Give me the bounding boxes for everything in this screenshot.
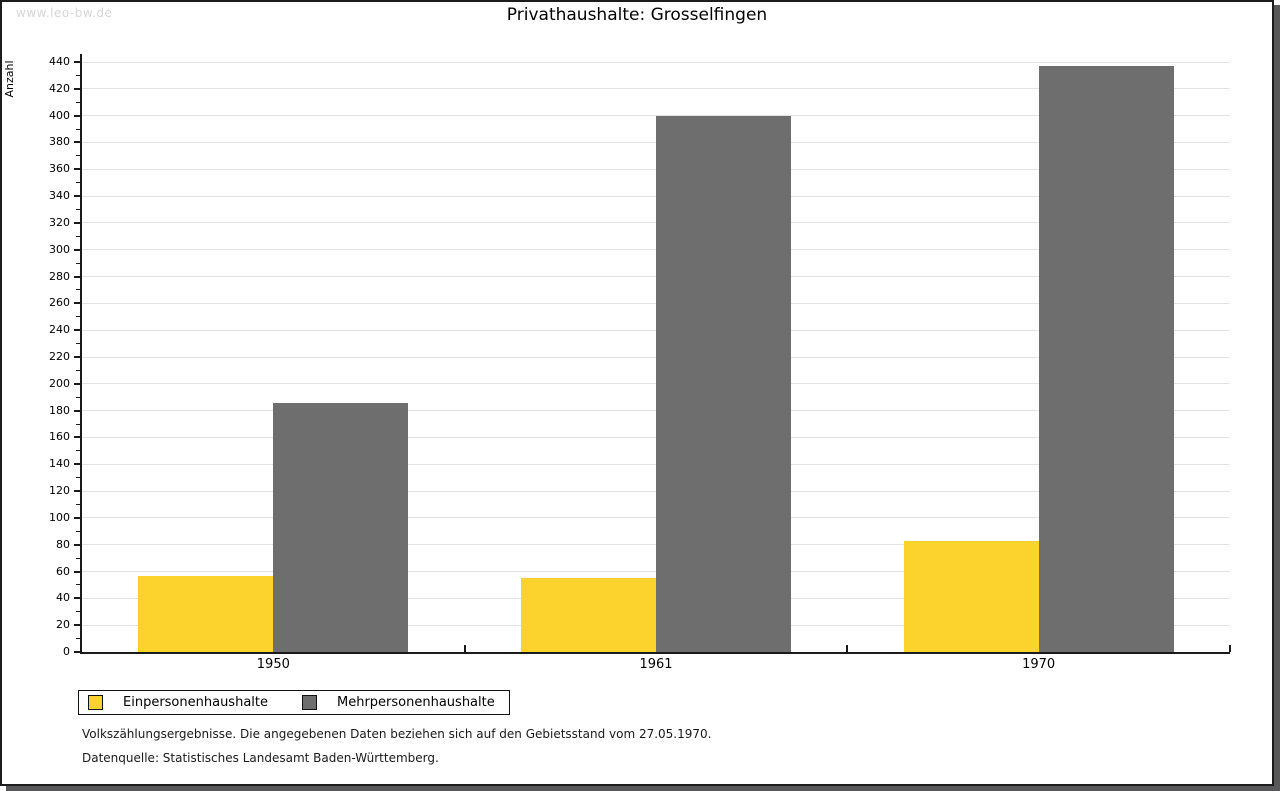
y-axis-tick bbox=[74, 356, 80, 358]
y-axis-tick-label: 420 bbox=[49, 81, 70, 95]
y-axis-tick-label: 360 bbox=[49, 162, 70, 176]
y-axis-tick-label: 380 bbox=[49, 135, 70, 149]
y-axis-tick-label: 180 bbox=[49, 403, 70, 417]
legend-label: Mehrpersonenhaushalte bbox=[337, 695, 495, 710]
x-axis-category-label: 1970 bbox=[1022, 657, 1056, 672]
y-axis-minor-tick bbox=[76, 155, 80, 157]
legend-item-einpersonenhaushalte: Einpersonenhaushalte bbox=[88, 695, 268, 710]
x-axis-tick bbox=[1229, 645, 1231, 652]
y-axis-tick bbox=[74, 543, 80, 546]
y-axis-minor-tick bbox=[76, 74, 80, 76]
y-axis-tick-label: 160 bbox=[49, 430, 70, 444]
gridline bbox=[82, 88, 1230, 90]
y-axis-tick-label: 200 bbox=[49, 376, 70, 390]
y-axis-minor-tick bbox=[76, 369, 80, 371]
y-axis-tick bbox=[74, 195, 80, 198]
y-axis-tick-label: 280 bbox=[49, 269, 70, 283]
legend-swatch-yellow bbox=[88, 695, 103, 710]
y-axis-tick bbox=[74, 141, 80, 144]
source-note: Volkszählungsergebnisse. Die angegebenen… bbox=[82, 727, 712, 741]
y-axis-tick-label: 340 bbox=[49, 189, 70, 203]
x-axis-category-label: 1950 bbox=[256, 657, 290, 672]
watermark: www.leo-bw.de bbox=[16, 6, 113, 20]
y-axis-tick-label: 120 bbox=[49, 484, 70, 498]
y-axis-tick bbox=[74, 114, 80, 117]
legend: Einpersonenhaushalte Mehrpersonenhaushal… bbox=[78, 690, 510, 715]
y-axis-minor-tick bbox=[76, 584, 80, 586]
y-axis-tick bbox=[74, 597, 80, 600]
bar-einpersonenhaushalte-1970 bbox=[903, 540, 1039, 652]
y-axis-tick-label: 100 bbox=[49, 510, 70, 524]
chart-title: Privathaushalte: Grosselfingen bbox=[506, 5, 768, 25]
y-axis-minor-tick bbox=[76, 638, 80, 640]
bar-mehrpersonenhaushalte-1970 bbox=[1038, 66, 1174, 652]
y-axis-line bbox=[80, 54, 82, 654]
y-axis-tick-label: 260 bbox=[49, 296, 70, 310]
y-axis-tick bbox=[74, 651, 80, 653]
y-axis-tick-label: 320 bbox=[49, 215, 70, 229]
y-axis-tick bbox=[74, 329, 80, 332]
y-axis-tick-label: 140 bbox=[49, 457, 70, 471]
y-axis-minor-tick bbox=[76, 477, 80, 479]
y-axis-tick-label: 40 bbox=[56, 591, 70, 605]
y-axis-tick-label: 400 bbox=[49, 108, 70, 122]
y-axis-tick bbox=[74, 436, 80, 439]
legend-label: Einpersonenhaushalte bbox=[123, 695, 268, 710]
y-axis-tick bbox=[74, 570, 80, 573]
y-axis-minor-tick bbox=[76, 182, 80, 184]
y-axis-tick bbox=[74, 275, 80, 278]
gridline bbox=[82, 61, 1230, 63]
y-axis-tick-label: 20 bbox=[56, 618, 70, 632]
y-axis-tick bbox=[74, 87, 80, 90]
x-axis-tick bbox=[846, 645, 849, 652]
legend-swatch-gray bbox=[302, 695, 317, 710]
y-axis-minor-tick bbox=[76, 423, 80, 425]
x-axis-tick bbox=[463, 645, 466, 652]
y-axis-tick-label: 300 bbox=[49, 242, 70, 256]
y-axis-tick-label: 60 bbox=[56, 564, 70, 578]
y-axis-minor-tick bbox=[76, 530, 80, 532]
y-axis-tick-label: 220 bbox=[49, 350, 70, 363]
y-axis-minor-tick bbox=[76, 209, 80, 210]
y-axis-tick bbox=[74, 221, 80, 224]
bar-mehrpersonenhaushalte-1961 bbox=[656, 115, 791, 652]
y-axis-tick bbox=[74, 382, 80, 385]
y-axis-tick-label: 80 bbox=[56, 537, 70, 551]
y-axis-tick bbox=[74, 248, 80, 251]
y-axis-minor-tick bbox=[76, 101, 80, 103]
y-axis-tick bbox=[74, 302, 80, 305]
y-axis-tick bbox=[74, 61, 80, 63]
legend-item-mehrpersonenhaushalte: Mehrpersonenhaushalte bbox=[302, 695, 495, 710]
y-axis-minor-tick bbox=[76, 343, 80, 345]
y-axis-minor-tick bbox=[76, 289, 80, 291]
y-axis-minor-tick bbox=[76, 128, 80, 130]
y-axis-tick bbox=[74, 463, 80, 466]
data-source: Datenquelle: Statistisches Landesamt Bad… bbox=[82, 751, 439, 765]
x-axis-category-label: 1961 bbox=[639, 657, 673, 672]
bar-einpersonenhaushalte-1950 bbox=[138, 575, 274, 652]
y-axis-minor-tick bbox=[76, 235, 80, 237]
y-axis-minor-tick bbox=[76, 262, 80, 264]
y-axis-tick bbox=[74, 168, 80, 171]
bar-mehrpersonenhaushalte-1950 bbox=[273, 402, 409, 652]
y-axis-tick-label: 0 bbox=[63, 645, 70, 658]
y-axis-minor-tick bbox=[76, 557, 80, 559]
y-axis-tick bbox=[74, 624, 80, 627]
x-axis-line bbox=[80, 652, 1230, 654]
y-axis-minor-tick bbox=[76, 450, 80, 452]
y-axis-tick bbox=[74, 409, 80, 412]
y-axis-tick-label: 240 bbox=[49, 323, 70, 337]
y-axis-minor-tick bbox=[76, 316, 80, 318]
y-axis-minor-tick bbox=[76, 504, 80, 505]
bar-einpersonenhaushalte-1961 bbox=[521, 578, 656, 652]
y-axis-minor-tick bbox=[76, 611, 80, 613]
y-axis-tick bbox=[74, 516, 80, 519]
y-axis-minor-tick bbox=[76, 396, 80, 398]
y-axis-tick-label: 440 bbox=[49, 55, 70, 68]
y-axis-tick bbox=[74, 490, 80, 493]
